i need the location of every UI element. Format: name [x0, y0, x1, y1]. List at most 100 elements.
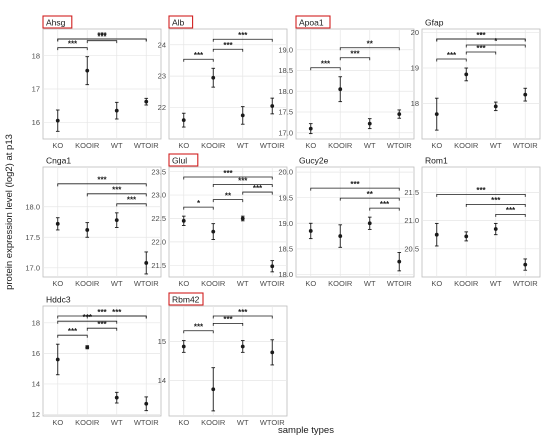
significance-label: *** [476, 44, 486, 53]
panel-title: Glul [172, 156, 187, 166]
data-point [211, 75, 216, 80]
significance-bracket [339, 197, 400, 201]
significance-label: *** [68, 327, 78, 336]
plot-frame [295, 28, 415, 140]
x-tick-label: KOOIR [75, 141, 100, 150]
x-tick-label: WTOIR [260, 279, 285, 288]
y-tick-label: 19 [411, 64, 419, 73]
significance-label: *** [223, 41, 233, 50]
panel-title: Hddc3 [46, 295, 71, 305]
x-tick-label: WT [111, 141, 123, 150]
panel-title-highlight [42, 15, 73, 29]
significance-label: *** [491, 196, 501, 205]
data-point [434, 112, 439, 117]
data-point [55, 118, 60, 123]
significance-label: *** [97, 176, 107, 185]
significance-bracket [465, 204, 526, 207]
panel-title: Gucy2e [299, 156, 329, 166]
x-tick-label: WTOIR [387, 141, 412, 150]
data-point [85, 345, 90, 350]
plot-frame [42, 166, 162, 278]
significance-label: *** [97, 308, 107, 317]
data-point [367, 221, 372, 226]
data-point [338, 87, 343, 92]
data-point [55, 221, 60, 226]
x-tick-label: WTOIR [134, 418, 159, 427]
data-point [464, 72, 469, 77]
significance-label: *** [253, 184, 263, 193]
data-point [85, 228, 90, 232]
data-point [397, 259, 402, 264]
significance-bracket [212, 315, 273, 319]
y-tick-label: 22.0 [151, 237, 166, 246]
x-tick-label: WT [237, 418, 249, 427]
x-tick-label: KOOIR [201, 418, 226, 427]
panel-title-highlight [168, 15, 194, 29]
y-tick-label: 17.5 [278, 108, 293, 117]
x-tick-label: WT [490, 141, 502, 150]
significance-bracket [86, 193, 147, 197]
y-tick-label: 17 [32, 85, 40, 94]
y-tick-label: 18 [32, 318, 40, 327]
data-point [181, 118, 186, 123]
significance-bracket [212, 199, 244, 203]
data-point [144, 261, 149, 265]
panel-alb: Alb 22 23 24 KO KOOIR WT WTOIR *** *** *** [158, 15, 288, 150]
x-tick-label: WT [364, 141, 376, 150]
x-tick-label: KOOIR [328, 141, 353, 150]
x-tick-label: KOOIR [454, 141, 479, 150]
significance-bracket [339, 57, 371, 61]
significance-label: *** [238, 31, 248, 40]
significance-bracket [212, 38, 273, 42]
significance-label: *** [350, 180, 360, 189]
x-tick-label: WTOIR [513, 279, 538, 288]
y-tick-label: 14 [158, 376, 166, 385]
significance-bracket [57, 320, 118, 324]
significance-label: ** [367, 40, 374, 49]
y-tick-label: 19.5 [278, 193, 293, 202]
x-tick-label: KO [52, 141, 63, 150]
x-axis-title: sample types [278, 425, 334, 436]
data-point [55, 357, 60, 362]
y-tick-label: 21.5 [404, 188, 419, 197]
significance-bracket [310, 67, 341, 71]
x-tick-label: WT [111, 279, 123, 288]
significance-label: *** [447, 51, 457, 60]
y-tick-label: 20.5 [404, 244, 419, 253]
significance-label: *** [194, 323, 204, 332]
significance-bracket [310, 187, 400, 191]
significance-label: *** [321, 60, 331, 69]
y-tick-label: 18 [411, 99, 419, 108]
data-point [240, 344, 245, 349]
significance-bracket [183, 330, 214, 334]
significance-label: * [197, 199, 201, 208]
x-tick-label: WTOIR [387, 279, 412, 288]
data-point [181, 218, 186, 223]
significance-label: *** [97, 32, 107, 41]
y-tick-label: 18.0 [25, 202, 40, 211]
x-tick-label: WTOIR [260, 141, 285, 150]
data-point [240, 113, 245, 118]
y-tick-label: 21.0 [404, 216, 419, 225]
y-tick-label: 18.0 [278, 270, 293, 279]
y-tick-label: 18 [32, 51, 40, 60]
y-tick-label: 23.0 [151, 191, 166, 200]
significance-label: *** [68, 39, 78, 48]
data-point [211, 387, 216, 392]
data-point [211, 229, 216, 234]
data-point [308, 126, 313, 131]
y-tick-label: 18.5 [278, 66, 293, 75]
significance-bracket [183, 58, 214, 62]
significance-label: *** [350, 50, 360, 59]
x-tick-label: WTOIR [134, 141, 159, 150]
panel-title: Gfap [425, 18, 444, 28]
data-point [434, 232, 439, 237]
significance-bracket [242, 191, 273, 195]
plot-frame [421, 28, 541, 140]
y-tick-label: 23.5 [151, 167, 166, 176]
significance-label: *** [223, 315, 233, 324]
significance-bracket [116, 203, 147, 207]
